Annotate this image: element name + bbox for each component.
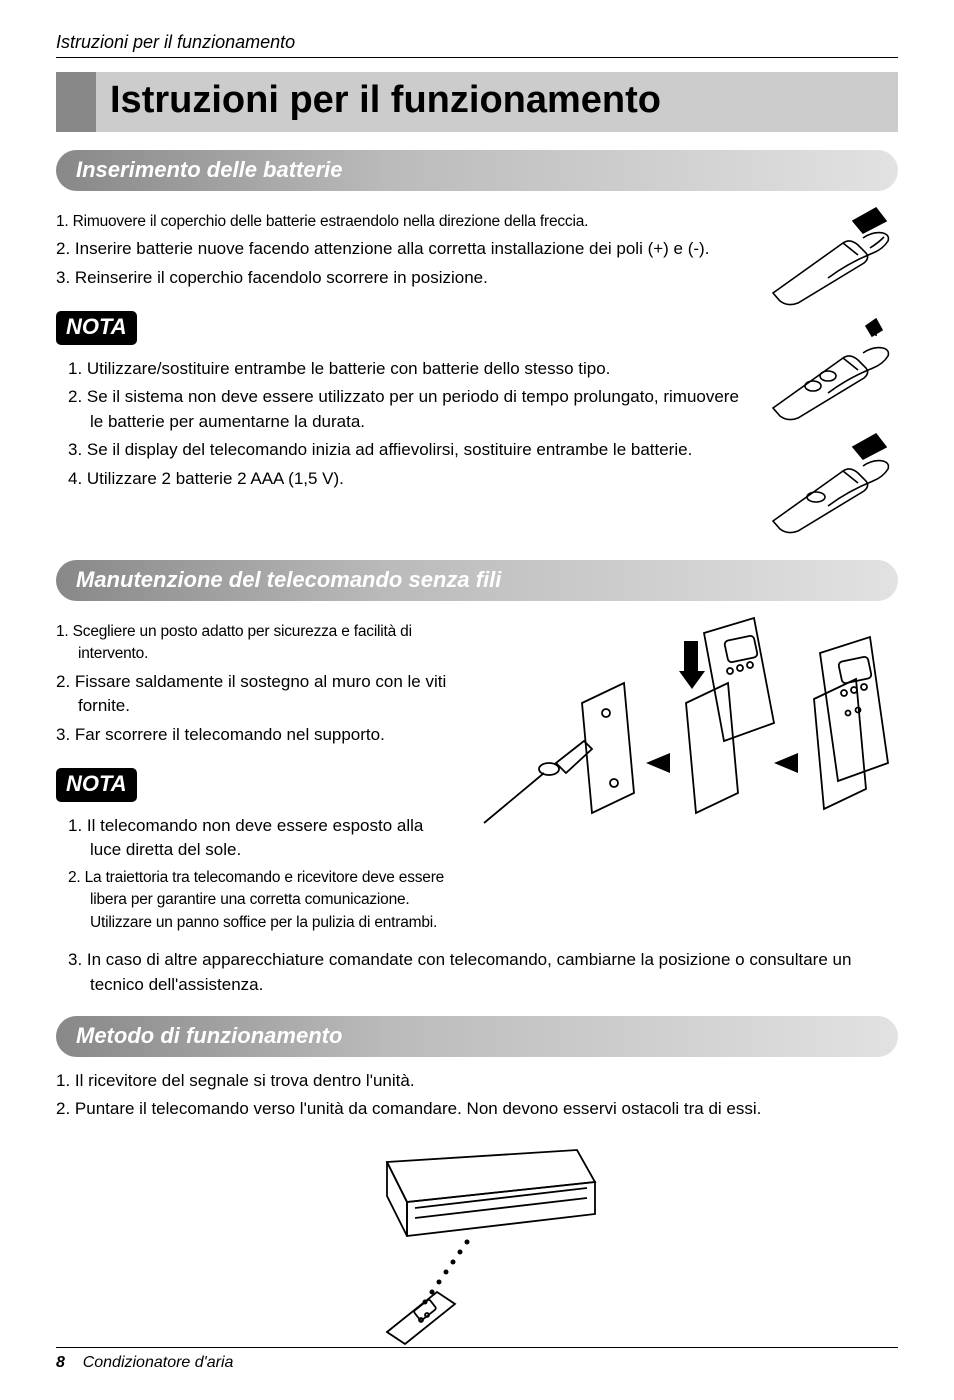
section-maintenance-row: 1. Scegliere un posto adatto per sicurez… (56, 613, 898, 945)
nota-badge: NOTA (56, 768, 137, 802)
battery-nota-list: 1. Utilizzare/sostituire entrambe le bat… (56, 357, 740, 492)
footer-title: Condizionatore d'aria (83, 1354, 234, 1371)
ac-unit-remote-signal-icon (327, 1142, 627, 1362)
list-item: 2. La traiettoria tra telecomando e rice… (68, 867, 456, 934)
list-item: 1. Scegliere un posto adatto per sicurez… (56, 621, 456, 666)
page-footer: 8 Condizionatore d'aria (56, 1347, 898, 1372)
list-item: 1. Utilizzare/sostituire entrambe le bat… (68, 357, 740, 382)
list-item: 2. Inserire batterie nuove facendo atten… (56, 237, 740, 262)
section-battery-row: 1. Rimuovere il coperchio delle batterie… (56, 203, 898, 542)
hand-remote-icon (758, 203, 898, 308)
section-heading-text: Manutenzione del telecomando senza fili (76, 567, 501, 592)
list-item: 2. Fissare saldamente il sostegno al mur… (56, 670, 456, 719)
list-item: 2. Se il sistema non deve essere utilizz… (68, 385, 740, 434)
manual-page: Istruzioni per il funzionamento Istruzio… (0, 0, 954, 1400)
section-heading-battery: Inserimento delle batterie (56, 150, 898, 191)
list-item: 3. Far scorrere il telecomando nel suppo… (56, 723, 456, 748)
list-item: 1. Il telecomando non deve essere espost… (68, 814, 456, 863)
maintenance-nota-list-cont: 3. In caso di altre apparecchiature coma… (56, 948, 898, 997)
ac-signal-illustration (56, 1142, 898, 1362)
method-steps: 1. Il ricevitore del segnale si trova de… (56, 1069, 898, 1122)
wall-mount-illustration (474, 613, 904, 945)
wall-mount-icon (474, 613, 904, 843)
list-item: 4. Utilizzare 2 batterie 2 AAA (1,5 V). (68, 467, 740, 492)
page-number: 8 (56, 1354, 65, 1371)
maintenance-nota-list: 1. Il telecomando non deve essere espost… (56, 814, 456, 935)
section-heading-text: Inserimento delle batterie (76, 157, 343, 182)
list-item: 3. Reinserire il coperchio facendolo sco… (56, 266, 740, 291)
running-head: Istruzioni per il funzionamento (56, 32, 898, 58)
hand-remote-icon (758, 316, 898, 421)
title-accent-block (56, 72, 96, 132)
section-heading-method: Metodo di funzionamento (56, 1016, 898, 1057)
section-battery-text: 1. Rimuovere il coperchio delle batterie… (56, 203, 740, 542)
battery-illustrations (758, 203, 898, 542)
list-item: 1. Rimuovere il coperchio delle batterie… (56, 211, 740, 233)
maintenance-text-col: 1. Scegliere un posto adatto per sicurez… (56, 613, 456, 945)
list-item: 2. Puntare il telecomando verso l'unità … (56, 1097, 898, 1122)
battery-insert-steps: 1. Rimuovere il coperchio delle batterie… (56, 211, 740, 291)
hand-remote-icon (758, 429, 898, 534)
page-title: Istruzioni per il funzionamento (96, 72, 898, 132)
list-item: 1. Il ricevitore del segnale si trova de… (56, 1069, 898, 1094)
list-item: 3. In caso di altre apparecchiature coma… (68, 948, 898, 997)
maintenance-steps: 1. Scegliere un posto adatto per sicurez… (56, 621, 456, 748)
section-heading-maintenance: Manutenzione del telecomando senza fili (56, 560, 898, 601)
nota-badge: NOTA (56, 311, 137, 345)
page-title-bar: Istruzioni per il funzionamento (56, 72, 898, 132)
section-heading-text: Metodo di funzionamento (76, 1023, 342, 1048)
list-item: 3. Se il display del telecomando inizia … (68, 438, 740, 463)
